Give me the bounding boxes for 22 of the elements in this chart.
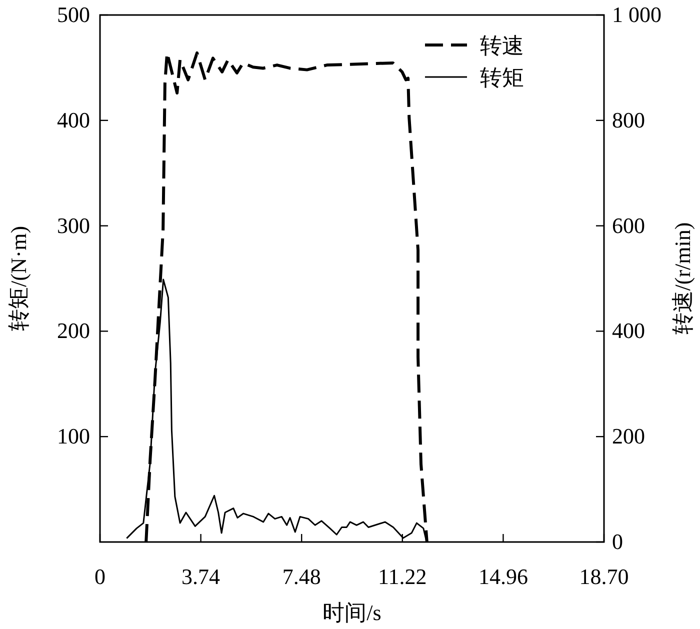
- x-axis-title: 时间/s: [322, 600, 382, 625]
- y2-tick-label: 400: [612, 318, 645, 344]
- y2-tick-label: 600: [612, 212, 645, 238]
- y-tick-label: 500: [57, 2, 90, 27]
- legend-label: 转矩: [480, 65, 524, 90]
- y-tick-label: 100: [57, 424, 90, 449]
- y2-tick-label: 0: [612, 529, 623, 554]
- legend-label: 转速: [480, 33, 524, 58]
- x-tick-label: 14.96: [478, 564, 528, 589]
- x-tick-label: 0: [94, 564, 106, 589]
- x-tick-label: 11.22: [378, 564, 427, 589]
- y-tick-label: 400: [57, 107, 90, 132]
- x-tick-label: 7.48: [282, 564, 321, 589]
- y2-tick-label: 200: [612, 424, 645, 449]
- y2-axis-title: 转速/(r/min): [670, 222, 695, 335]
- y2-tick-label: 1 000: [612, 2, 662, 27]
- y-tick-label: 200: [57, 318, 90, 344]
- x-tick-label: 18.70: [579, 564, 629, 589]
- x-tick-label: 3.74: [182, 564, 220, 589]
- y-tick-label: 300: [57, 212, 90, 238]
- y2-tick-label: 800: [612, 107, 645, 132]
- y-axis-title: 转矩/(N·m): [6, 226, 31, 332]
